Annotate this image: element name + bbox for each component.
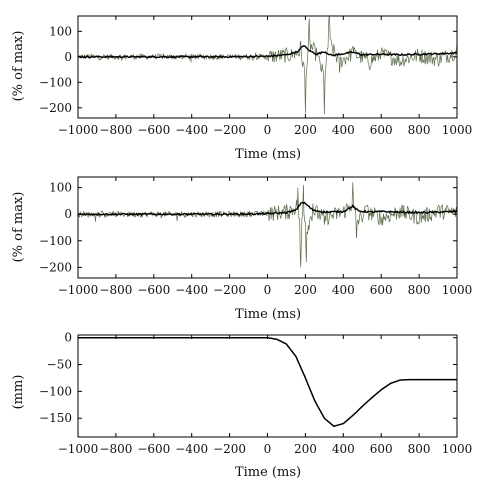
- ylabel-middle: (% of max): [11, 192, 26, 263]
- series-mean-upper: [77, 45, 458, 59]
- y-tick-label-lower: −50: [47, 358, 72, 372]
- x-tick-label-middle: 400: [332, 283, 355, 297]
- y-tick-label-middle: −200: [39, 260, 72, 274]
- ylabel-upper: (% of max): [11, 31, 26, 102]
- x-tick-label-upper: −600: [137, 123, 170, 137]
- x-tick-label-lower: 1000: [442, 442, 473, 456]
- plot-frame-upper: [77, 15, 458, 119]
- panel-lower: (mm) Time (ms) −1000 −800 −600 −400 −200 0 200…: [11, 331, 472, 480]
- y-tick-label-upper: −200: [39, 101, 72, 115]
- x-tick-label-upper: 200: [294, 123, 317, 137]
- x-tick-label-lower: −800: [99, 442, 132, 456]
- y-tick-label-middle: −100: [39, 234, 72, 248]
- xlabel-middle: Time (ms): [235, 307, 301, 322]
- x-tick-label-upper: 600: [370, 123, 393, 137]
- x-tick-label-middle: 600: [370, 283, 393, 297]
- x-tick-label-upper: 800: [408, 123, 431, 137]
- y-tick-label-lower: −100: [39, 384, 72, 398]
- x-tick-label-lower: 800: [408, 442, 431, 456]
- x-tick-label-upper: −800: [99, 123, 132, 137]
- x-tick-label-lower: 0: [264, 442, 272, 456]
- series-raw-middle: [77, 182, 458, 268]
- x-tick-label-middle: −400: [175, 283, 208, 297]
- series-raw-upper: [77, 14, 458, 115]
- x-tick-label-middle: −600: [137, 283, 170, 297]
- x-tick-label-upper: −400: [175, 123, 208, 137]
- series-displacement-lower: [78, 336, 457, 428]
- x-tick-label-lower: −400: [175, 442, 208, 456]
- y-tick-label-lower: −150: [39, 411, 72, 425]
- plot-frame-middle: [77, 176, 458, 279]
- y-tick-label-middle: 100: [49, 181, 72, 195]
- panel-upper: (% of max) Time (ms) −1000 −800 −600 −400 −2…: [11, 14, 473, 162]
- x-tick-label-lower: −200: [213, 442, 246, 456]
- x-tick-label-upper: 400: [332, 123, 355, 137]
- y-tick-label-upper: 100: [49, 24, 72, 38]
- x-tick-label-middle: 200: [294, 283, 317, 297]
- panel-middle: (% of max) Time (ms) −1000 −800 −600 −400 −2…: [11, 176, 473, 322]
- x-tick-label-upper: −200: [213, 123, 246, 137]
- x-tick-label-lower: 400: [332, 442, 355, 456]
- y-tick-label-upper: 0: [64, 50, 72, 64]
- plot-frame-lower: [77, 334, 458, 438]
- series-mean-middle: [77, 201, 458, 217]
- x-tick-label-lower: 200: [294, 442, 317, 456]
- x-tick-label-middle: −200: [213, 283, 246, 297]
- xlabel-upper: Time (ms): [235, 147, 301, 162]
- x-tick-label-middle: 800: [408, 283, 431, 297]
- x-tick-label-upper: 1000: [442, 123, 473, 137]
- x-tick-label-middle: 1000: [442, 283, 473, 297]
- x-tick-label-middle: −800: [99, 283, 132, 297]
- x-tick-label-lower: −1000: [58, 442, 99, 456]
- x-tick-label-middle: 0: [264, 283, 272, 297]
- ylabel-lower: (mm): [11, 375, 26, 410]
- y-tick-label-middle: 0: [64, 207, 72, 221]
- y-tick-label-lower: 0: [64, 331, 72, 345]
- y-tick-label-upper: −100: [39, 75, 72, 89]
- x-tick-label-upper: −1000: [58, 123, 99, 137]
- x-tick-label-upper: 0: [264, 123, 272, 137]
- x-tick-label-lower: 600: [370, 442, 393, 456]
- x-tick-label-middle: −1000: [58, 283, 99, 297]
- x-tick-label-lower: −600: [137, 442, 170, 456]
- xlabel-lower: Time (ms): [235, 465, 301, 480]
